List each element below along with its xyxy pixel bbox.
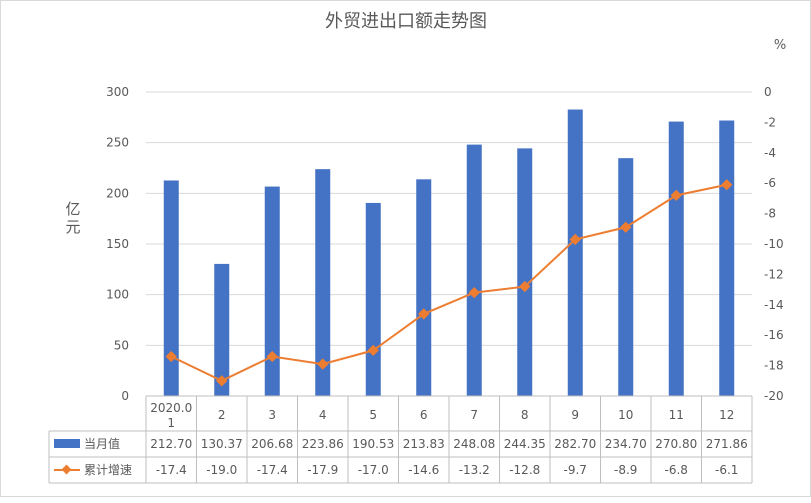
line-series [165, 179, 733, 387]
legend-key-marker [61, 464, 72, 475]
category-label: 5 [369, 408, 377, 422]
table-cell-bar-value: 234.70 [605, 437, 647, 451]
table-cell-bar-value: 244.35 [504, 437, 546, 451]
table-cell-line-value: -14.6 [408, 463, 439, 477]
y-axis-title: 亿元 [65, 200, 80, 236]
category-label: 12 [719, 408, 734, 422]
y2-tick-label: -2 [764, 115, 776, 129]
table-cell-line-value: -17.4 [156, 463, 187, 477]
category-label: 3 [268, 408, 276, 422]
y-tick-label: 150 [106, 237, 129, 251]
y2-tick-label: -16 [764, 328, 784, 342]
line-path [170, 183, 727, 382]
category-label: 8 [521, 408, 529, 422]
bar [315, 169, 331, 396]
bar [567, 109, 583, 396]
line-point [519, 280, 531, 293]
legend-label: 累计增速 [84, 463, 132, 477]
category-label: 4 [319, 408, 327, 422]
y2-tick-label: -20 [764, 389, 784, 403]
bar [668, 121, 684, 397]
y-axis-title-char: 亿 [65, 200, 80, 218]
table-cell-line-value: -9.7 [564, 463, 587, 477]
y2-axis-unit: % [774, 38, 786, 53]
bar [618, 158, 634, 396]
table-cell-bar-value: 190.53 [352, 437, 394, 451]
table-cell-bar-value: 212.70 [150, 437, 192, 451]
table-cell-bar-value: 213.83 [403, 437, 445, 451]
y2-tick-label: -4 [764, 146, 776, 160]
y-tick-label: 50 [114, 338, 129, 352]
legend-key-bar [54, 439, 80, 448]
table-cell-line-value: -19.0 [206, 463, 237, 477]
y-axis-title-char: 元 [65, 218, 80, 236]
y-axis-left: 0 50 100 150 200 250 300 [106, 85, 129, 403]
category-label: 2 [218, 408, 226, 422]
category-label: 7 [470, 408, 478, 422]
table-cell-line-value: -17.4 [257, 463, 288, 477]
y2-tick-label: -10 [764, 237, 784, 251]
bar [466, 144, 482, 396]
y-tick-label: 200 [106, 186, 129, 200]
table-cell-bar-value: 248.08 [453, 437, 495, 451]
line-point [670, 189, 682, 202]
y-tick-label: 250 [106, 136, 129, 150]
y-tick-label: 300 [106, 85, 129, 99]
category-label: 2020.0 [150, 401, 192, 415]
table-cell-line-value: -17.9 [307, 463, 338, 477]
category-label: 10 [618, 408, 633, 422]
table-cell-line-value: -8.9 [614, 463, 637, 477]
line-point [569, 233, 581, 246]
category-label: 11 [669, 408, 684, 422]
line-point [367, 344, 379, 357]
table-cell-line-value: -12.8 [509, 463, 540, 477]
table-cell-line-value: -6.8 [665, 463, 688, 477]
y2-tick-label: -8 [764, 207, 776, 221]
bar [416, 179, 432, 396]
bar [365, 202, 381, 396]
bar [264, 186, 280, 396]
line-point [418, 308, 430, 320]
table-cell-bar-value: 206.68 [251, 437, 293, 451]
line-point [165, 350, 177, 363]
line-point [620, 221, 632, 233]
table-cell-line-value: -17.0 [358, 463, 389, 477]
table-cell-bar-value: 271.86 [706, 437, 748, 451]
bar [163, 180, 179, 396]
line-point [216, 375, 228, 387]
line-point [468, 286, 480, 299]
table-cell-bar-value: 130.37 [201, 437, 243, 451]
bar [214, 263, 230, 396]
table-cell-line-value: -6.1 [715, 463, 738, 477]
y2-tick-label: -14 [764, 298, 784, 312]
bar-series [163, 109, 735, 397]
legend-label: 当月值 [84, 436, 120, 451]
category-label: 6 [420, 408, 428, 422]
y2-tick-label: 0 [764, 85, 772, 99]
line-point [721, 179, 733, 191]
line-point [266, 350, 278, 363]
chart-title: 外贸进出口额走势图 [325, 11, 487, 32]
table-cell-bar-value: 282.70 [554, 437, 596, 451]
category-label: 1 [167, 416, 175, 430]
table-cell-bar-value: 270.80 [655, 437, 697, 451]
y2-tick-label: -18 [764, 359, 784, 373]
table-cell-line-value: -13.2 [459, 463, 490, 477]
y2-tick-label: -6 [764, 176, 776, 190]
category-label: 9 [571, 408, 579, 422]
y2-tick-label: -12 [764, 267, 784, 281]
bar [517, 148, 533, 396]
gridlines [146, 91, 752, 397]
y-tick-label: 100 [106, 288, 129, 302]
line-point [317, 358, 329, 370]
table-cell-bar-value: 223.86 [302, 437, 344, 451]
y-axis-right: 0 -2 -4 -6 -8 -10 -12 -14 -16 -18 -20 [764, 85, 784, 403]
bar [719, 120, 735, 396]
y-tick-label: 0 [121, 389, 129, 403]
